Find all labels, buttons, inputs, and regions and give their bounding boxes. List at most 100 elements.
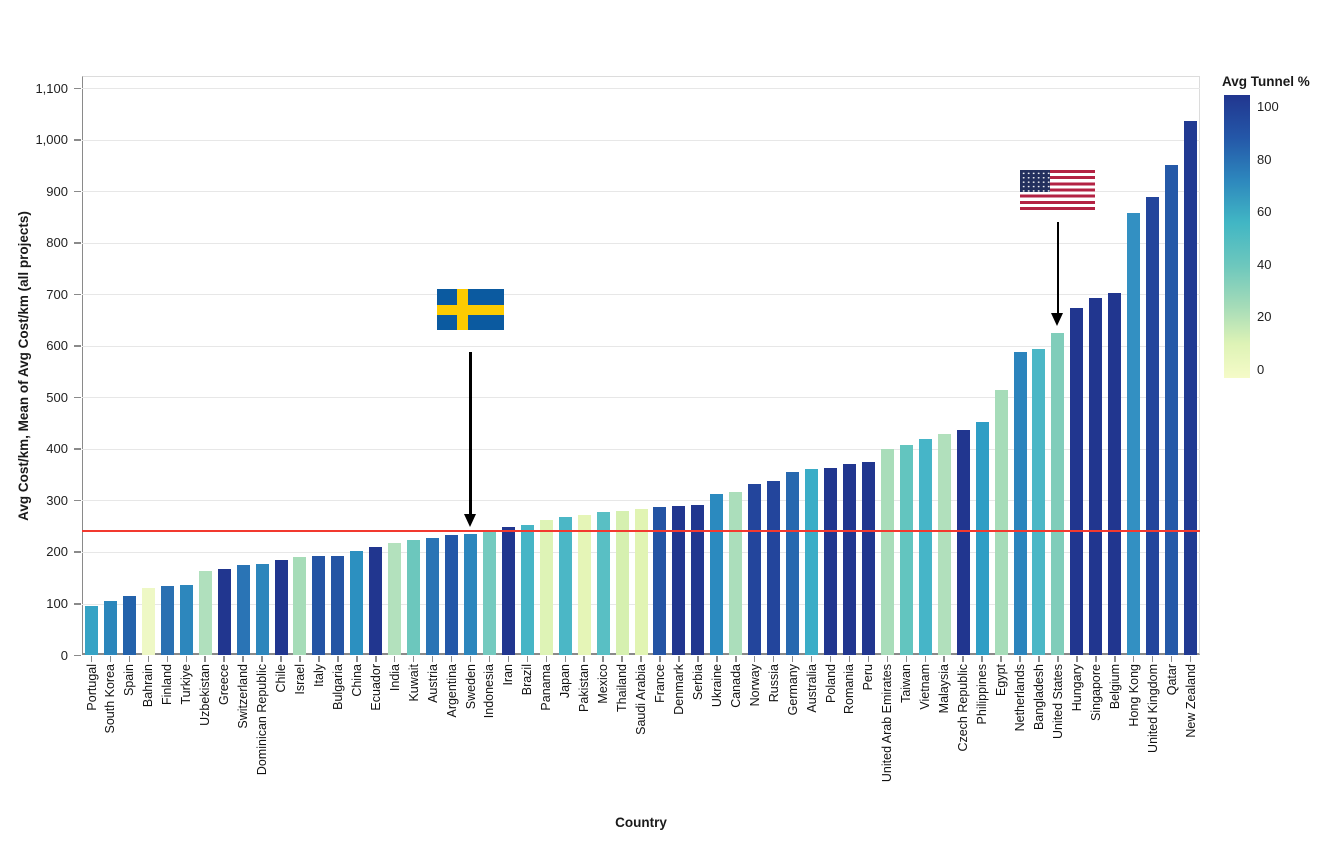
bar-norway	[748, 484, 762, 655]
x-tick-netherlands	[1019, 656, 1021, 662]
x-axis-label-portugal: Portugal	[84, 664, 99, 711]
y-axis-label-300: 300	[46, 492, 68, 508]
bar-philippines	[975, 422, 989, 655]
gridline-900	[82, 191, 1200, 193]
bar-singapore	[1089, 298, 1103, 655]
bar-dominican-republic	[255, 563, 269, 655]
x-axis-label-belgium: Belgium	[1107, 664, 1122, 710]
x-tick-portugal	[90, 656, 93, 662]
x-axis-label-netherlands: Netherlands	[1013, 664, 1027, 732]
legend-tick-80: 80	[1257, 151, 1272, 167]
arrow-to-united-states	[1051, 222, 1064, 326]
bar-romania	[842, 463, 856, 655]
x-tick-mexico	[602, 656, 604, 662]
x-tick-norway	[753, 656, 756, 662]
y-axis-title: Avg Cost/km, Mean of Avg Cost/km (all pr…	[16, 211, 31, 521]
x-tick-greece	[223, 656, 225, 662]
x-axis-label-indonesia: Indonesia	[482, 664, 497, 719]
y-axis-label-700: 700	[46, 286, 68, 302]
x-axis-label-serbia: Serbia	[690, 664, 705, 701]
x-axis-label-thailand: Thailand	[615, 664, 630, 712]
bar-bulgaria	[331, 555, 345, 655]
x-tick-hungary	[1076, 656, 1078, 662]
x-axis-label-philippines: Philippines	[975, 664, 990, 725]
bar-taiwan	[899, 445, 913, 655]
x-tick-china	[356, 656, 358, 662]
reference-line	[82, 530, 1200, 533]
bar-vietnam	[918, 438, 932, 655]
sweden-flag-cross-horizontal	[437, 305, 504, 315]
x-axis-label-austria: Austria	[425, 664, 440, 703]
bar-france	[653, 507, 667, 655]
x-tick-canada	[735, 656, 737, 662]
bar-belgium	[1108, 292, 1122, 655]
x-axis-label-sweden: Sweden	[463, 664, 478, 710]
x-axis-label-new-zealand: New Zealand	[1183, 664, 1198, 738]
x-axis-label-united-states: United States	[1050, 664, 1065, 740]
x-axis-label-taiwan: Taiwan	[899, 664, 914, 703]
x-tick-russia	[772, 656, 775, 662]
x-tick-thailand	[621, 656, 623, 662]
y-tick-1100	[74, 87, 81, 89]
bar-mexico	[596, 512, 610, 655]
x-axis-label-united-kingdom: United Kingdom	[1145, 664, 1160, 753]
x-tick-indonesia	[488, 656, 491, 662]
bar-new-zealand	[1184, 120, 1197, 655]
bar-pakistan	[577, 514, 591, 655]
bar-south-korea	[103, 600, 117, 655]
y-tick-800	[74, 242, 81, 244]
x-axis-label-kuwait: Kuwait	[406, 664, 421, 702]
bar-russia	[767, 481, 781, 655]
x-axis-label-finland: Finland	[160, 664, 175, 705]
bar-austria	[426, 537, 440, 655]
x-axis-label-japan: Japan	[558, 664, 573, 699]
x-tick-philippines	[981, 656, 983, 662]
x-tick-ukraine	[716, 656, 718, 662]
x-tick-germany	[791, 656, 794, 662]
x-axis-label-mexico: Mexico	[596, 664, 611, 704]
x-tick-czech-republic	[962, 656, 964, 662]
x-tick-singapore	[1095, 656, 1097, 662]
arrow-line-sweden	[469, 352, 472, 515]
x-axis-label-united-arab-emirates: United Arab Emirates	[880, 664, 895, 783]
x-axis-label-pakistan: Pakistan	[577, 664, 592, 712]
x-axis-label-dominican-republic: Dominican Republic	[255, 664, 269, 776]
bar-indonesia	[482, 532, 496, 655]
arrow-to-sweden	[464, 352, 477, 527]
y-tick-900	[74, 190, 81, 193]
x-axis-label-south-korea: South Korea	[103, 664, 118, 734]
x-axis-label-canada: Canada	[728, 664, 743, 708]
bar-hong-kong	[1127, 212, 1141, 655]
x-tick-israel	[299, 656, 301, 662]
bar-united-arab-emirates	[880, 448, 894, 655]
bar-egypt	[994, 390, 1008, 655]
bar-malaysia	[937, 434, 951, 655]
x-axis-label-hong-kong: Hong Kong	[1126, 664, 1141, 727]
x-tick-malaysia	[943, 656, 945, 662]
y-tick-100	[74, 603, 81, 605]
gridline-1100	[82, 88, 1200, 89]
bar-canada	[729, 491, 743, 655]
x-axis-label-greece: Greece	[217, 664, 232, 705]
x-axis-label-singapore: Singapore	[1088, 664, 1103, 721]
y-axis-label-100: 100	[46, 596, 68, 611]
x-tick-switzerland	[242, 656, 244, 662]
us-flag-canton	[1020, 170, 1050, 192]
x-axis-label-poland: Poland	[823, 664, 838, 703]
x-axis-label-romania: Romania	[842, 664, 857, 715]
x-axis-label-panama: Panama	[539, 664, 554, 711]
x-axis-label-bangladesh: Bangladesh	[1031, 664, 1046, 731]
gridline-400	[82, 448, 1200, 450]
x-axis-label-brazil: Brazil	[520, 664, 535, 696]
bar-panama	[539, 520, 553, 655]
x-tick-bangladesh	[1038, 656, 1040, 662]
x-axis-label-israel: Israel	[292, 664, 307, 695]
x-axis-label-ecuador: Ecuador	[368, 664, 383, 711]
bar-uzbekistan	[198, 571, 212, 655]
gridline-1000	[82, 139, 1200, 141]
y-tick-700	[74, 293, 81, 296]
x-tick-united-kingdom	[1151, 656, 1154, 662]
x-axis-label-bulgaria: Bulgaria	[330, 664, 345, 710]
bar-qatar	[1165, 165, 1179, 655]
